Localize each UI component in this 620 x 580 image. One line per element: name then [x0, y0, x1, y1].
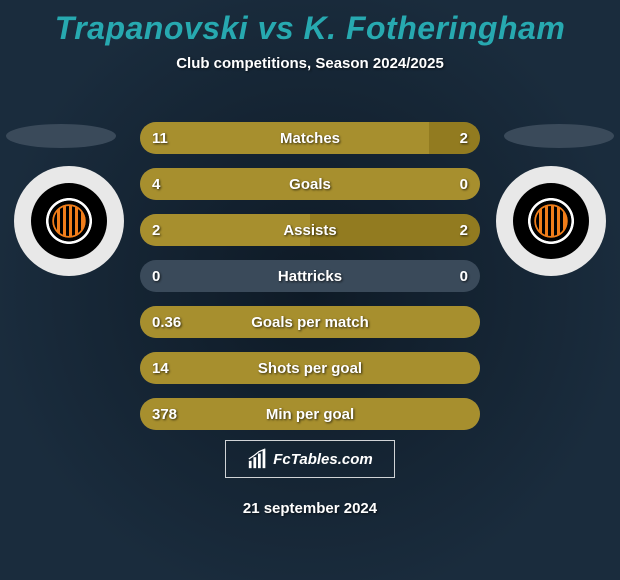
stat-row: Goals40: [140, 168, 480, 200]
bar-segment-left: [140, 214, 310, 246]
stats-bars: Matches112 Goals40 Assists22 Hattricks0 0 Goa…: [140, 122, 480, 444]
bar-segment-left: [140, 398, 480, 430]
stat-row: Shots per goal14: [140, 352, 480, 384]
player-avatar-left: [14, 166, 124, 276]
bar-segment-right: [429, 122, 480, 154]
club-crest-left: [31, 183, 107, 259]
stat-label: Hattricks: [140, 260, 480, 292]
bar-segment-left: [140, 306, 480, 338]
silhouette-ellipse-right: [504, 124, 614, 148]
stat-row: Assists22: [140, 214, 480, 246]
stat-row: Matches112: [140, 122, 480, 154]
bar-segment-left: [140, 168, 480, 200]
comparison-card: Trapanovski vs K. Fotheringham Club comp…: [0, 0, 620, 580]
bar-segment-right: [310, 214, 480, 246]
stat-row: Min per goal378: [140, 398, 480, 430]
date-label: 21 september 2024: [0, 500, 620, 517]
stat-row: Hattricks0 0: [140, 260, 480, 292]
club-crest-right: [513, 183, 589, 259]
brand-text: FcTables.com: [273, 451, 372, 468]
player-avatar-right: [496, 166, 606, 276]
silhouette-ellipse-left: [6, 124, 116, 148]
stat-row: Goals per match0.36: [140, 306, 480, 338]
chart-icon: [247, 448, 269, 470]
page-title: Trapanovski vs K. Fotheringham: [0, 0, 620, 47]
bar-segment-left: [140, 352, 480, 384]
brand-badge: FcTables.com: [225, 440, 395, 478]
stat-value-right: 0: [460, 260, 468, 292]
page-subtitle: Club competitions, Season 2024/2025: [0, 55, 620, 72]
stat-value-left: 0: [152, 260, 160, 292]
bar-segment-left: [140, 122, 429, 154]
